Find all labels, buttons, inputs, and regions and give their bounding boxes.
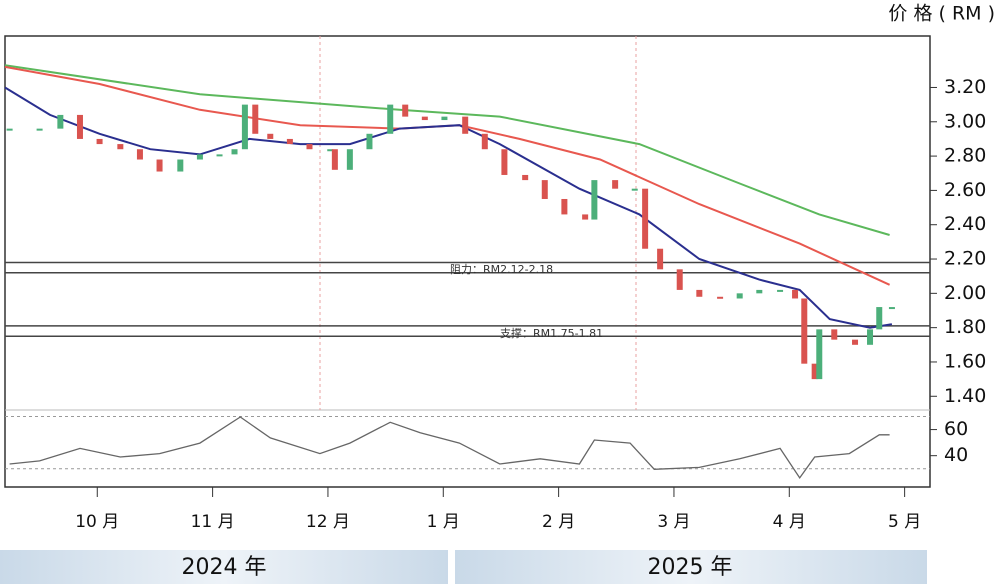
y-tick-label: 1.40 (944, 385, 986, 407)
candle (736, 293, 743, 299)
x-tick-label: 4 月 (773, 512, 806, 532)
moving-average (4, 86, 893, 329)
candle (267, 133, 274, 139)
candle (96, 138, 103, 145)
candle (331, 149, 338, 170)
x-tick-label: 10 月 (75, 512, 119, 532)
candle (387, 104, 394, 134)
candle (36, 128, 43, 131)
candle (366, 133, 373, 150)
candle (241, 104, 248, 150)
candle (801, 298, 808, 364)
x-tick-label: 11 月 (191, 512, 235, 532)
y-tick-label: 2.60 (944, 179, 986, 201)
candle (117, 144, 124, 150)
candle (196, 154, 203, 160)
annotation: 阻力：RM2.12-2.18 (450, 263, 553, 276)
y-tick-label: 40 (944, 444, 968, 466)
y-tick-label: 2.20 (944, 248, 986, 270)
candle (6, 128, 13, 131)
candle (462, 116, 469, 134)
x-tick-label: 5 月 (888, 512, 921, 532)
candle (876, 307, 883, 330)
candle (327, 149, 334, 152)
candle (441, 116, 448, 121)
candle (522, 174, 529, 181)
year-band (0, 550, 448, 584)
candle (676, 269, 683, 290)
candle (642, 188, 649, 249)
year-band (455, 550, 927, 584)
y-tick-label: 1.60 (944, 350, 986, 372)
candle (561, 198, 568, 215)
candle (177, 159, 184, 172)
candle (216, 154, 223, 157)
candle (501, 149, 508, 175)
candle (57, 114, 64, 129)
year-label: 2025 年 (648, 555, 733, 580)
candle (591, 180, 598, 220)
candle (231, 149, 238, 155)
candle (76, 114, 83, 139)
candle (481, 133, 488, 150)
plot-frame (4, 35, 931, 488)
y-tick-label: 3.00 (944, 110, 986, 132)
candle (631, 188, 638, 191)
candle (696, 289, 703, 297)
x-tick-label: 3 月 (657, 512, 690, 532)
candle (816, 329, 823, 380)
x-tick-label: 12 月 (306, 512, 350, 532)
candle (156, 159, 163, 172)
candle (657, 248, 664, 270)
y-tick-label: 60 (944, 418, 968, 440)
candle (811, 363, 818, 380)
annotation: 支撑：RM1.75-1.81 (500, 326, 603, 340)
rsi-line (9, 416, 890, 480)
candle (582, 214, 589, 220)
candle (136, 149, 143, 160)
candle (867, 329, 874, 345)
candle (346, 149, 353, 170)
candle (717, 296, 724, 299)
y-tick-label: 1.80 (944, 316, 986, 338)
x-tick-label: 2 月 (542, 512, 575, 532)
candle (306, 144, 313, 150)
candle (792, 289, 799, 299)
candle (421, 116, 428, 121)
y-tick-label: 3.20 (944, 76, 986, 98)
candle (831, 329, 838, 340)
unit-label: 价 格 ( RM ) (888, 3, 995, 25)
candle (777, 289, 784, 292)
candle (888, 307, 895, 310)
candle (756, 289, 763, 294)
y-tick-label: 2.40 (944, 213, 986, 235)
year-label: 2024 年 (182, 555, 267, 580)
moving-average (4, 64, 890, 236)
x-tick-label: 1 月 (427, 512, 460, 532)
y-tick-label: 2.80 (944, 145, 986, 167)
candle (541, 180, 548, 199)
candle (252, 104, 259, 134)
candle (852, 339, 859, 345)
y-tick-label: 2.00 (944, 282, 986, 304)
candle (402, 104, 409, 117)
candle (286, 138, 293, 145)
candle (612, 180, 619, 189)
